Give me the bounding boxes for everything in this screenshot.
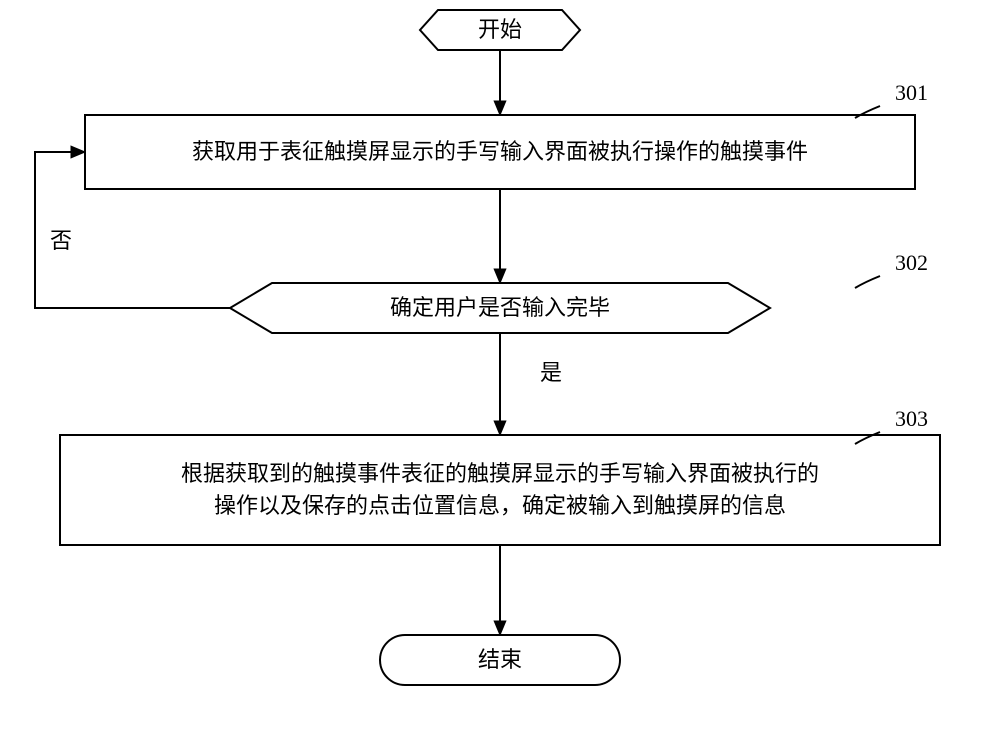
- node-step303: [60, 435, 940, 545]
- ref-label-302: 302: [895, 250, 928, 275]
- edge-label-decision302-step301: 否: [50, 228, 72, 253]
- ref-label-303: 303: [895, 406, 928, 431]
- node-label-step301: 获取用于表征触摸屏显示的手写输入界面被执行操作的触摸事件: [192, 139, 808, 164]
- node-label-start: 开始: [478, 17, 522, 42]
- ref-leader-302: [855, 276, 880, 288]
- flowchart-canvas: 是 否 开始获取用于表征触摸屏显示的手写输入界面被执行操作的触摸事件确定用户是否输入…: [0, 0, 1000, 733]
- node-label-decision302: 确定用户是否输入完毕: [390, 295, 610, 320]
- node-label-end: 结束: [478, 647, 522, 672]
- edge-label-decision302-step303: 是: [540, 360, 562, 385]
- ref-label-301: 301: [895, 80, 928, 105]
